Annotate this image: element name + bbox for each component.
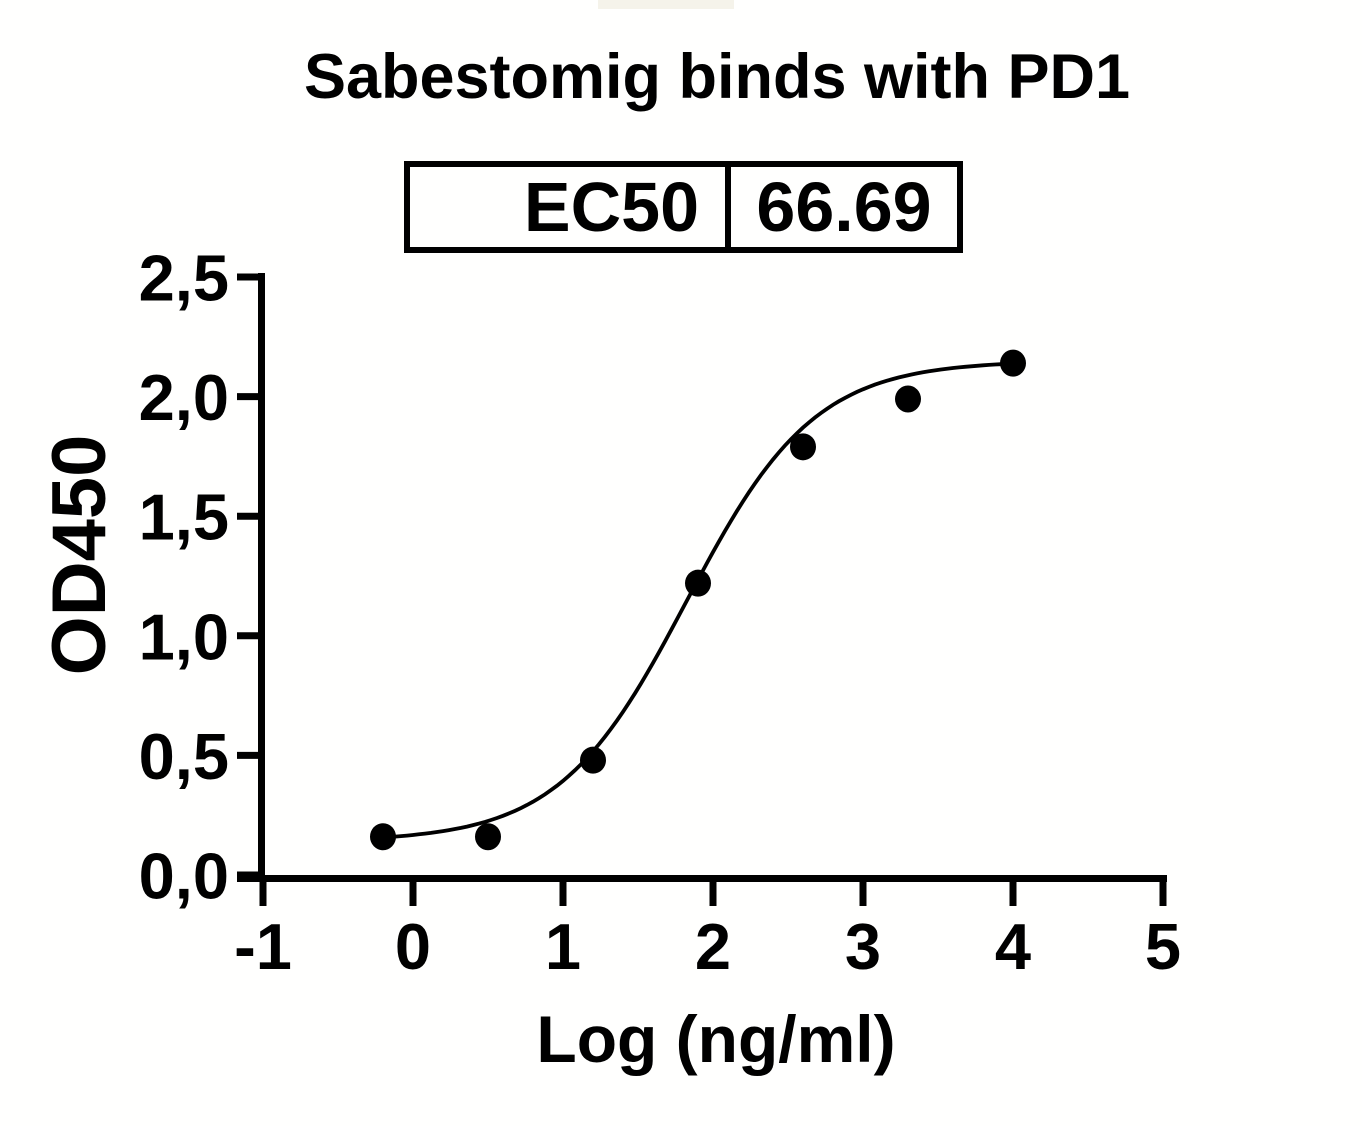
y-tick-label: 2,0 <box>139 361 229 434</box>
data-point <box>580 746 606 774</box>
x-tick-label: -1 <box>234 910 292 983</box>
x-tick-label: 2 <box>695 910 731 983</box>
x-tick-label: 3 <box>845 910 881 983</box>
data-point <box>685 569 711 597</box>
ec50-table: EC50 66.69 <box>404 161 963 253</box>
y-tick-label: 1,5 <box>139 481 229 554</box>
data-point <box>370 823 396 851</box>
y-tick-label: 0,5 <box>139 720 229 793</box>
data-point <box>895 385 921 413</box>
x-tick-label: 5 <box>1145 910 1181 983</box>
x-axis-label: Log (ng/ml) <box>536 1002 896 1076</box>
chart-title: Sabestomig binds with PD1 <box>303 42 1131 112</box>
x-tick-label: 0 <box>395 910 431 983</box>
y-axis-label: OD450 <box>37 434 122 676</box>
ec50-value-cell: 66.69 <box>756 168 932 246</box>
x-tick-label: 1 <box>545 910 581 983</box>
top-edge-artifact <box>598 0 734 9</box>
x-tick-label: 4 <box>995 910 1031 983</box>
ec50-label-cell: EC50 <box>410 167 731 247</box>
y-tick-label: 0,0 <box>139 840 229 913</box>
data-point <box>475 823 501 851</box>
data-point <box>790 433 816 461</box>
fit-curve <box>381 361 1015 840</box>
y-tick-label: 2,5 <box>139 242 229 315</box>
y-tick-label: 1,0 <box>139 600 229 673</box>
data-point <box>1000 349 1026 377</box>
